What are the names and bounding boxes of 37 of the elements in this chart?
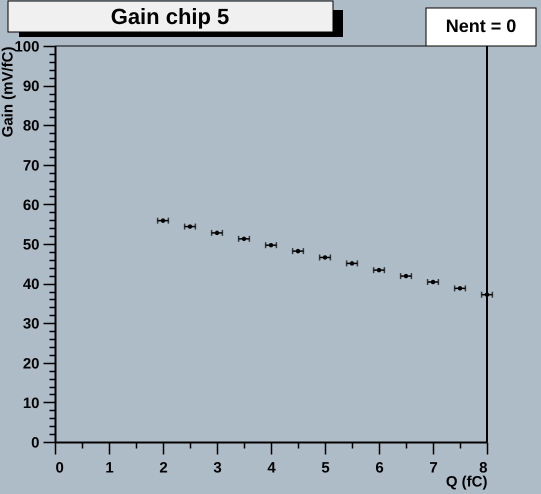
y-tick-label: 0	[31, 434, 40, 452]
x-tick-label: 5	[321, 460, 330, 476]
y-tick-label: 50	[22, 236, 40, 254]
x-tick-label: 2	[159, 460, 168, 476]
point	[350, 261, 354, 266]
y-tick-label: 30	[22, 316, 40, 333]
point	[242, 236, 246, 242]
x-axis-title: Q (fC)	[446, 474, 488, 490]
y-tick-label: 20	[22, 355, 40, 372]
x-tick-label: 7	[429, 460, 438, 476]
y-tick-label: 100	[14, 38, 40, 56]
point	[160, 218, 166, 223]
point	[404, 274, 408, 278]
point	[268, 242, 274, 248]
point	[296, 248, 300, 254]
y-tick-label: 60	[22, 196, 40, 214]
point	[430, 280, 436, 284]
y-axis-title: Gain (mV/fC)	[0, 46, 16, 138]
point	[484, 292, 490, 297]
y-tick-label: 70	[22, 157, 40, 174]
y-tick-label: 10	[22, 394, 40, 412]
point	[458, 286, 462, 291]
x-tick-label: 3	[213, 460, 222, 476]
point	[188, 224, 192, 229]
y-tick-label: 80	[22, 118, 40, 135]
point	[214, 230, 220, 236]
point	[376, 268, 382, 272]
y-tick-label: 90	[22, 78, 40, 96]
y-tick-label: 40	[22, 276, 40, 294]
x-tick-label: 1	[105, 460, 114, 476]
point	[322, 255, 328, 260]
x-tick-label: 8	[479, 460, 488, 476]
x-tick-label: 0	[56, 460, 64, 476]
x-tick-label: 6	[375, 460, 384, 476]
chart-title: Gain chip 5	[110, 4, 230, 29]
x-tick-label: 4	[267, 460, 276, 476]
text: Nent = 0	[446, 16, 516, 36]
